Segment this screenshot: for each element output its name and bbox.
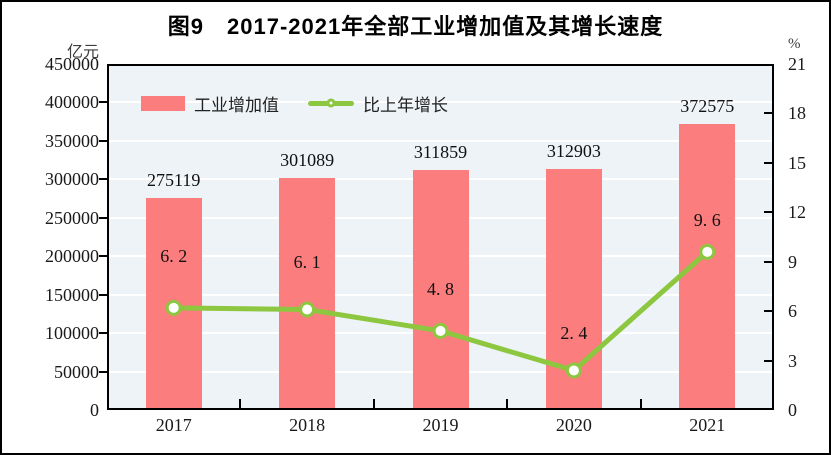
left-axis-unit-label: 亿元: [66, 44, 99, 61]
year-label: 2017: [155, 415, 192, 435]
right-axis-tick: [764, 359, 772, 362]
left-axis-tick: [99, 293, 107, 296]
right-axis-tick: [764, 310, 772, 313]
left-axis-tick: [99, 101, 107, 104]
x-axis-tick: [639, 399, 642, 408]
left-axis-tick-label: 0: [90, 400, 99, 420]
left-axis-tick-label: 250000: [45, 207, 99, 228]
legend-bar-swatch: [141, 95, 185, 111]
left-axis-tick-label: 400000: [45, 92, 99, 113]
bar: [145, 198, 202, 408]
x-axis-tick: [506, 399, 509, 408]
bar: [279, 178, 336, 408]
right-axis-tick-label: 0: [788, 400, 797, 420]
legend-line-label: 比上年增长: [363, 95, 448, 115]
legend-line-swatch: [308, 98, 354, 108]
left-axis-tick-label: 450000: [45, 54, 99, 74]
gridline: [109, 139, 772, 142]
growth-value-label: 2. 4: [560, 323, 588, 344]
bar-value-label: 301089: [280, 150, 335, 170]
chart-title: 图9 2017-2021年全部工业增加值及其增长速度: [167, 14, 664, 39]
bar: [679, 124, 736, 408]
right-axis-tick: [764, 161, 772, 164]
right-axis-tick-label: 21: [788, 54, 806, 74]
left-axis-tick-label: 200000: [45, 246, 99, 267]
right-axis-tick-label: 9: [788, 251, 797, 272]
legend-bar-label: 工业增加值: [194, 95, 279, 115]
right-axis-unit-label: %: [788, 36, 801, 52]
x-axis-tick: [372, 399, 375, 408]
right-axis-tick: [764, 211, 772, 214]
x-axis-tick: [239, 399, 242, 408]
growth-value-label: 9. 6: [693, 209, 721, 230]
gridline: [109, 101, 772, 104]
right-axis-tick-label: 15: [788, 152, 806, 173]
year-label: 2020: [555, 415, 592, 435]
bar-value-label: 312903: [546, 141, 601, 161]
left-axis-tick: [99, 139, 107, 142]
legend-line-marker-icon: [326, 98, 336, 108]
year-label: 2018: [289, 415, 326, 435]
left-axis-tick-label: 300000: [45, 169, 99, 190]
right-axis-tick: [764, 112, 772, 115]
bar-value-label: 275119: [147, 170, 201, 190]
right-axis-tick-label: 18: [788, 103, 806, 124]
bar-value-label: 372575: [680, 96, 735, 116]
left-axis-tick: [99, 370, 107, 373]
right-axis-tick-label: 3: [788, 350, 797, 371]
bar-value-label: 311859: [413, 142, 468, 162]
growth-value-label: 4. 8: [427, 278, 454, 299]
growth-value-label: 6. 2: [160, 245, 188, 266]
year-label: 2019: [422, 415, 459, 435]
left-axis-tick: [99, 255, 107, 258]
right-axis-tick: [764, 260, 772, 263]
right-axis-tick-label: 6: [788, 301, 797, 322]
right-axis-tick-label: 12: [788, 202, 806, 223]
left-axis-tick: [99, 216, 107, 219]
left-axis-tick: [99, 332, 107, 335]
left-axis-tick-label: 100000: [45, 323, 99, 344]
left-axis-tick-label: 50000: [54, 361, 99, 382]
growth-value-label: 6. 1: [293, 252, 321, 273]
legend: 工业增加值 比上年增长: [141, 92, 448, 115]
left-axis-tick-label: 150000: [45, 284, 99, 305]
year-label: 2021: [689, 415, 726, 435]
left-axis-tick: [99, 178, 107, 181]
bar: [545, 169, 602, 408]
left-axis-tick-label: 350000: [45, 130, 99, 151]
